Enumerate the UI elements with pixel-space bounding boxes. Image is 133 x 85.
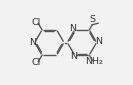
Text: NH₂: NH₂	[86, 57, 103, 66]
Text: S: S	[89, 15, 95, 24]
Text: N: N	[29, 38, 36, 47]
Text: N: N	[70, 52, 77, 61]
Text: Cl: Cl	[32, 58, 41, 67]
Text: N: N	[69, 24, 76, 33]
Text: Cl: Cl	[32, 18, 41, 27]
Text: N: N	[95, 37, 102, 46]
